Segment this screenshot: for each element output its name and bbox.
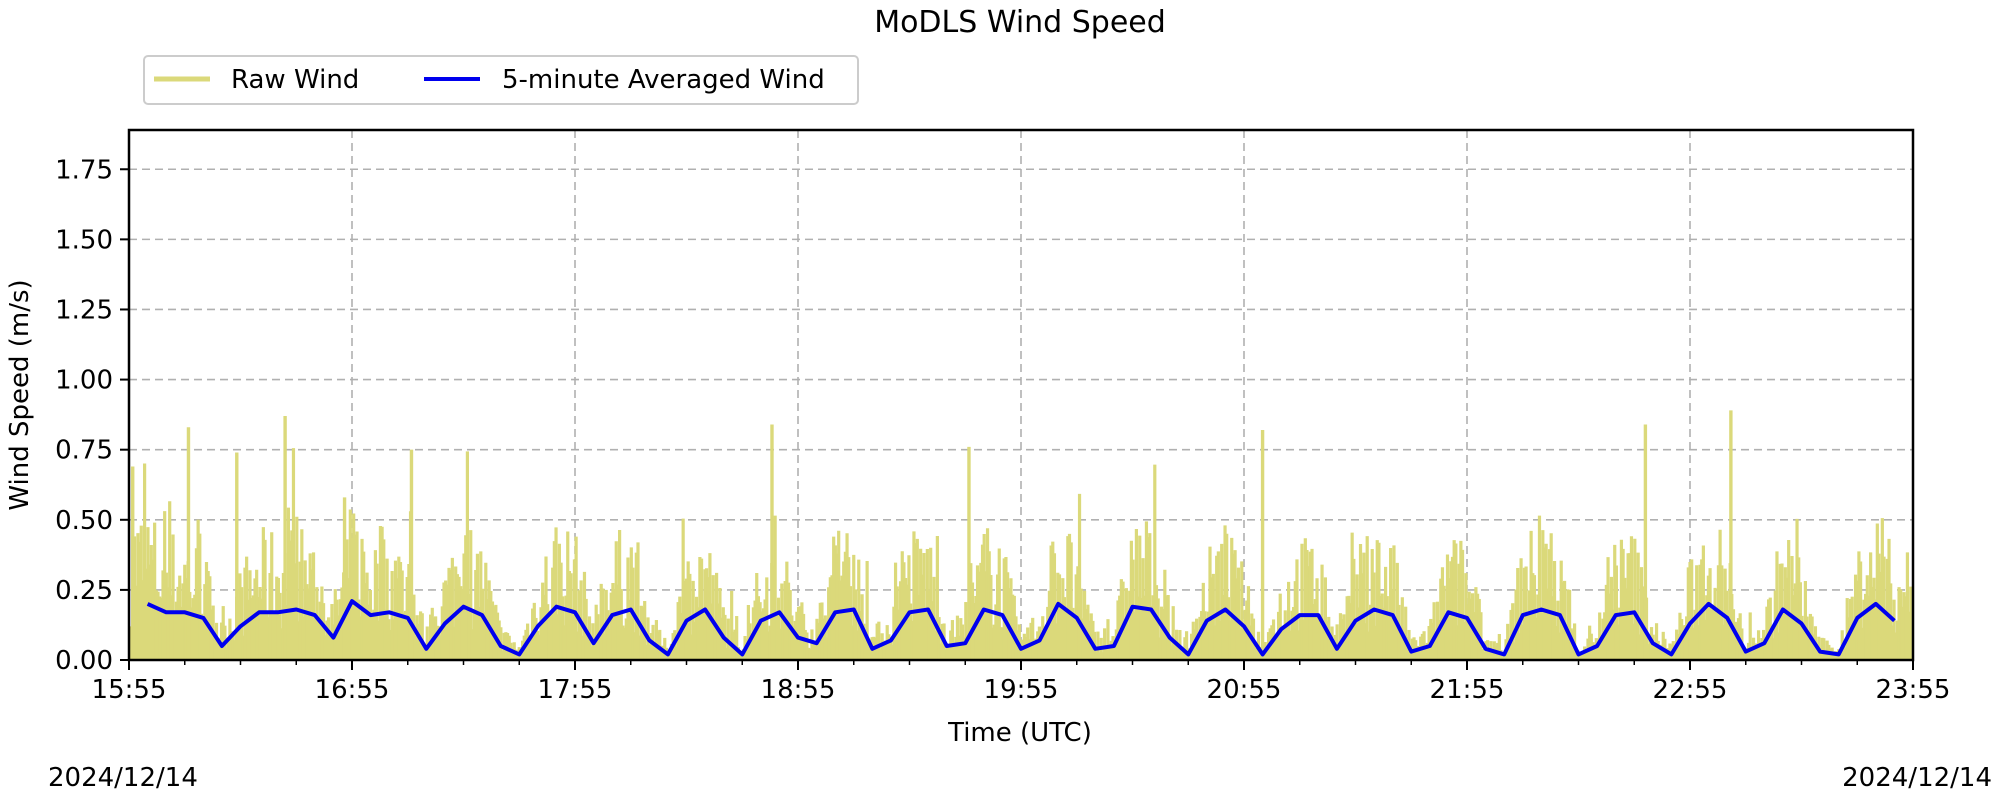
y-tick-label: 0.50 [55, 506, 113, 536]
legend-raw-label: Raw Wind [231, 65, 359, 95]
chart-title: MoDLS Wind Speed [874, 5, 1166, 40]
y-tick-label: 1.25 [55, 295, 113, 325]
legend-avg-label: 5-minute Averaged Wind [502, 65, 825, 95]
x-tick-label: 22:55 [1653, 675, 1728, 705]
raw-wind-series [129, 410, 1913, 660]
legend: Raw Wind 5-minute Averaged Wind [143, 55, 859, 105]
x-tick-label: 19:55 [984, 675, 1059, 705]
y-tick-label: 1.75 [55, 155, 113, 185]
y-tick-label: 0.00 [55, 646, 113, 676]
axes: 0.00 0.25 0.50 0.75 1.00 1.25 1.50 1.75 15:55 16:… [55, 155, 1950, 705]
x-tick-label: 15:55 [92, 675, 167, 705]
averaged-wind-line [146, 599, 1896, 657]
y-tick-label: 1.00 [55, 366, 113, 396]
date-right: 2024/12/14 [1842, 763, 1992, 793]
x-tick-label: 21:55 [1430, 675, 1505, 705]
x-tick-label: 17:55 [538, 675, 613, 705]
y-axis-label: Wind Speed (m/s) [5, 279, 35, 510]
y-tick-label: 0.25 [55, 576, 113, 606]
x-tick-label: 16:55 [315, 675, 390, 705]
legend-box [143, 55, 859, 105]
y-tick-label: 1.50 [55, 225, 113, 255]
x-tick-label: 20:55 [1207, 675, 1282, 705]
x-tick-label: 23:55 [1876, 675, 1951, 705]
x-axis-label: Time (UTC) [947, 718, 1092, 748]
date-left: 2024/12/14 [48, 763, 198, 793]
y-tick-label: 0.75 [55, 436, 113, 466]
x-tick-label: 18:55 [761, 675, 836, 705]
